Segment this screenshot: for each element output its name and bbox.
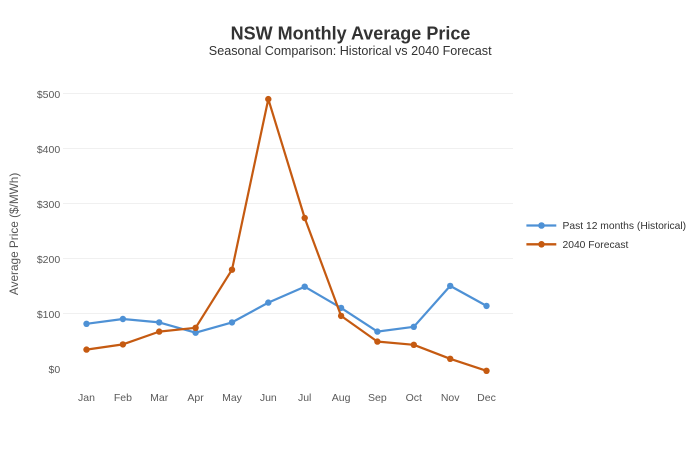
- svg-text:Apr: Apr: [187, 392, 204, 404]
- svg-text:Dec: Dec: [477, 392, 496, 404]
- svg-text:Mar: Mar: [150, 392, 169, 404]
- svg-text:Jan: Jan: [78, 392, 95, 404]
- svg-text:May: May: [222, 392, 243, 404]
- svg-text:$500: $500: [37, 89, 61, 101]
- svg-text:$200: $200: [37, 254, 61, 266]
- svg-text:NSW Monthly Average Price: NSW Monthly Average Price: [231, 24, 471, 44]
- svg-text:Aug: Aug: [332, 392, 351, 404]
- svg-text:Jul: Jul: [298, 392, 311, 404]
- svg-text:$300: $300: [37, 199, 61, 211]
- svg-text:Average Price ($/MWh): Average Price ($/MWh): [7, 173, 21, 295]
- svg-text:2040 Forecast: 2040 Forecast: [563, 240, 629, 251]
- svg-text:$0: $0: [49, 364, 61, 376]
- svg-text:Feb: Feb: [114, 392, 132, 404]
- svg-text:$400: $400: [37, 144, 61, 156]
- svg-text:Seasonal Comparison: Historica: Seasonal Comparison: Historical vs 2040 …: [209, 44, 492, 58]
- svg-text:Sep: Sep: [368, 392, 387, 404]
- svg-text:Past 12 months (Historical): Past 12 months (Historical): [563, 221, 687, 232]
- svg-text:Oct: Oct: [406, 392, 422, 404]
- svg-text:Nov: Nov: [441, 392, 460, 404]
- svg-text:$100: $100: [37, 309, 61, 321]
- svg-text:Jun: Jun: [260, 392, 277, 404]
